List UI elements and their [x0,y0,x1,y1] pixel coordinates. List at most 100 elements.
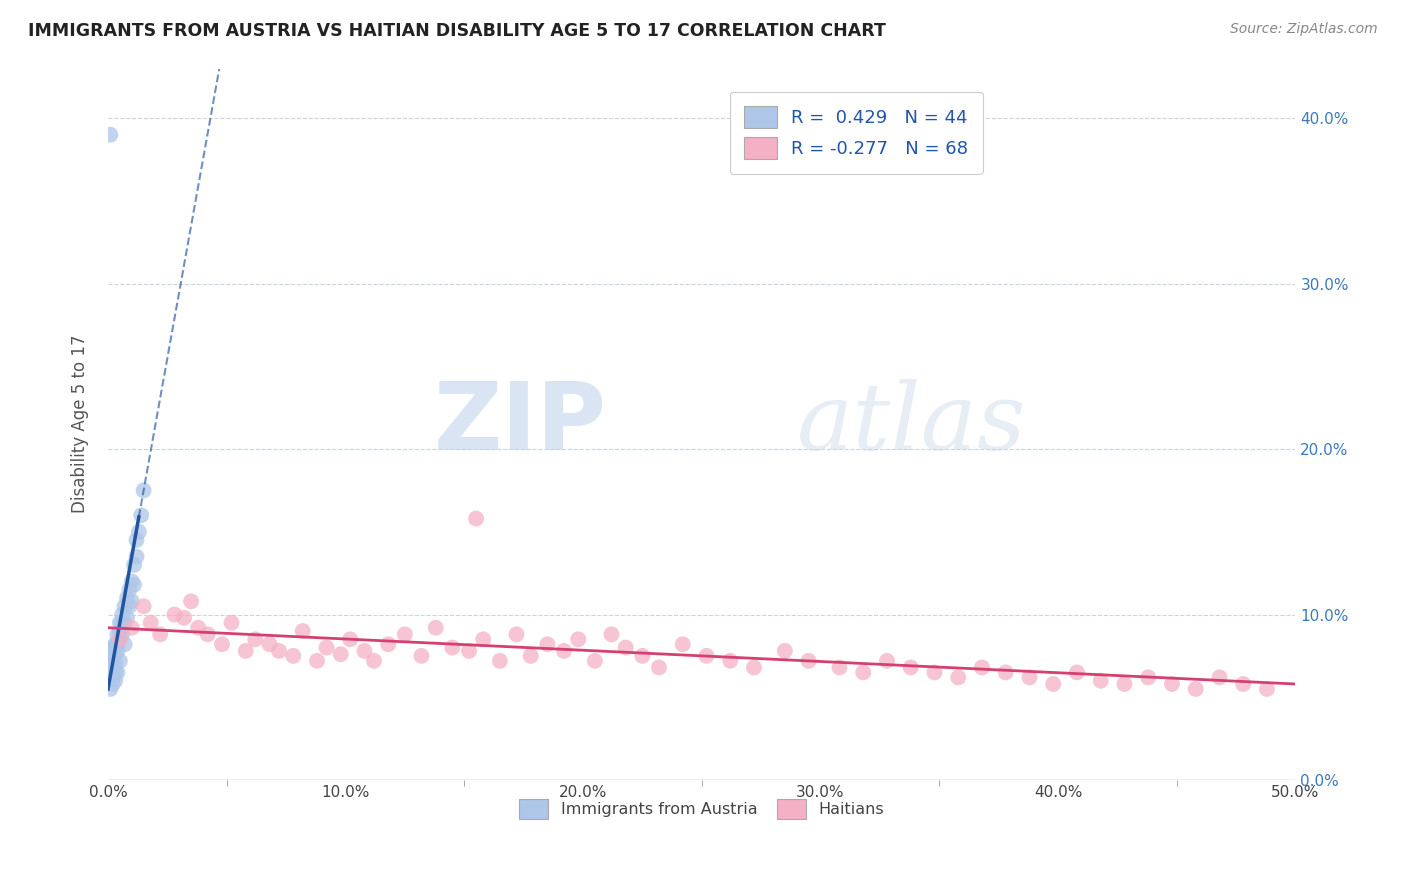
Point [132,599,155,614]
Point [115,611,138,625]
Point [852,665,875,680]
Point [441,640,464,655]
Text: IMMIGRANTS FROM AUSTRIA VS HAITIAN DISABILITY AGE 5 TO 17 CORRELATION CHART: IMMIGRANTS FROM AUSTRIA VS HAITIAN DISAB… [28,22,886,40]
Point [101,660,124,674]
Point [465,511,488,525]
Point [129,508,152,523]
Point [519,648,541,663]
Point [1018,670,1040,684]
Point [125,549,148,564]
Point [163,607,186,622]
Point [121,574,143,589]
Point [114,599,136,614]
Point [104,637,127,651]
Point [101,640,124,655]
Point [695,648,717,663]
Point [149,627,172,641]
Point [139,615,162,630]
Point [104,640,127,655]
Point [948,670,970,684]
Point [394,627,416,641]
Point [122,558,145,572]
Point [472,632,495,647]
Point [505,627,527,641]
Point [1232,677,1254,691]
Point [267,644,290,658]
Point [828,660,851,674]
Point [111,627,134,641]
Point [211,637,233,651]
Point [339,632,361,647]
Point [101,677,124,691]
Point [567,632,589,647]
Point [180,594,202,608]
Point [631,648,654,663]
Point [600,627,623,641]
Point [583,654,606,668]
Point [1066,665,1088,680]
Point [98,657,121,672]
Point [104,648,127,663]
Point [98,665,121,680]
Point [108,624,131,638]
Point [104,673,127,688]
Point [235,644,257,658]
Point [104,665,127,680]
Text: Source: ZipAtlas.com: Source: ZipAtlas.com [1230,22,1378,37]
Point [125,533,148,547]
Point [173,611,195,625]
Point [187,621,209,635]
Point [672,637,695,651]
Point [107,644,129,658]
Point [98,681,121,696]
Point [363,654,385,668]
Point [876,654,898,668]
Point [98,128,121,142]
Point [924,665,946,680]
Point [1090,673,1112,688]
Point [122,578,145,592]
Point [259,637,281,651]
Point [221,615,243,630]
Point [614,640,637,655]
Point [245,632,267,647]
Point [283,648,305,663]
Point [329,647,352,661]
Point [648,660,671,674]
Point [111,615,134,630]
Text: ZIP: ZIP [434,378,607,470]
Point [108,632,131,647]
Point [1184,681,1206,696]
Point [458,644,481,658]
Point [104,657,127,672]
Point [98,648,121,663]
Point [111,607,134,622]
Point [553,644,575,658]
Point [377,637,399,651]
Point [1161,677,1184,691]
Y-axis label: Disability Age 5 to 17: Disability Age 5 to 17 [72,335,89,514]
Point [718,654,741,668]
Point [107,665,129,680]
Text: atlas: atlas [797,379,1026,469]
Point [107,627,129,641]
Point [114,615,136,630]
Point [128,524,150,539]
Point [1208,670,1230,684]
Point [115,591,138,605]
Point [742,660,765,674]
Point [107,637,129,651]
Point [425,621,447,635]
Point [489,654,512,668]
Point [118,599,141,614]
Point [994,665,1017,680]
Legend: Immigrants from Austria, Haitians: Immigrants from Austria, Haitians [513,793,890,825]
Point [773,644,796,658]
Point [353,644,375,658]
Point [121,621,143,635]
Point [114,637,136,651]
Point [1256,681,1278,696]
Point [291,624,314,638]
Point [98,673,121,688]
Point [118,582,141,597]
